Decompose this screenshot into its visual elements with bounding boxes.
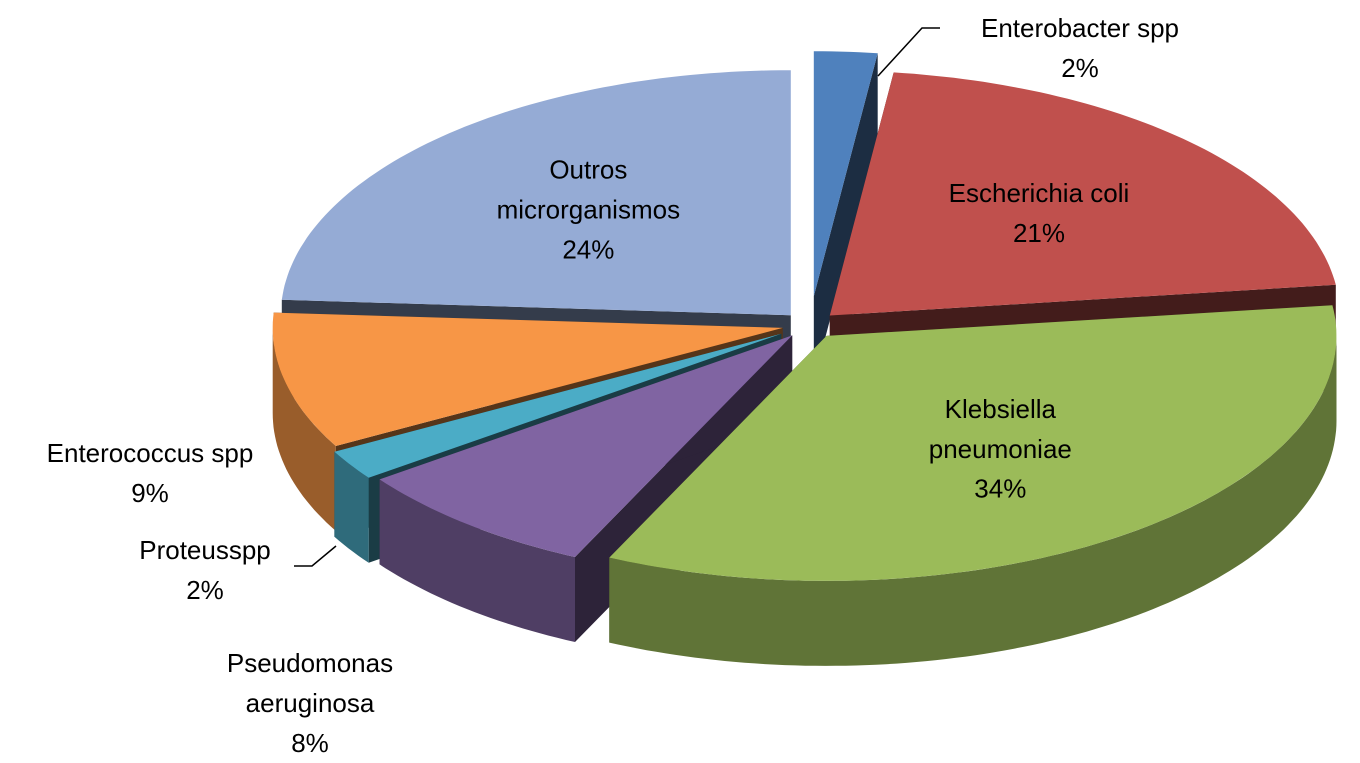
- slice-value-label: 8%: [291, 728, 329, 758]
- slice-outer-wall: [334, 451, 369, 563]
- slice: [829, 72, 1336, 316]
- slice-side: [813, 53, 878, 382]
- slice: [272, 312, 783, 446]
- slice: [281, 70, 791, 316]
- slice-value-label: 21%: [1013, 218, 1065, 248]
- slice-label: Outros microrganismos: [497, 154, 681, 224]
- slice-label: Enterobacter spp: [981, 13, 1179, 43]
- slice-label: Pseudomonas aeruginosa: [227, 648, 393, 718]
- slice: [379, 335, 793, 557]
- slice-tops: [272, 51, 1337, 581]
- slice-label: Escherichia coli: [949, 178, 1130, 208]
- slice-outer-wall: [272, 327, 336, 531]
- slice: [609, 305, 1337, 581]
- leader-line: [294, 545, 337, 567]
- slice-label: Enterococcus spp: [47, 438, 254, 468]
- slice-label: Proteusspp: [139, 535, 271, 565]
- slice-value-label: 2%: [186, 575, 224, 605]
- slice-value-label: 9%: [131, 478, 169, 508]
- slice-value-label: 2%: [1061, 53, 1099, 83]
- slice-value-label: 24%: [562, 234, 614, 264]
- slice-value-label: 34%: [974, 474, 1026, 504]
- leader-line: [877, 27, 940, 77]
- slice: [813, 51, 878, 297]
- slice-label: Klebsiella pneumoniae: [929, 394, 1072, 464]
- slice-outer-wall: [379, 479, 575, 642]
- slice-outer-wall: [609, 335, 1337, 666]
- slice: [334, 333, 782, 478]
